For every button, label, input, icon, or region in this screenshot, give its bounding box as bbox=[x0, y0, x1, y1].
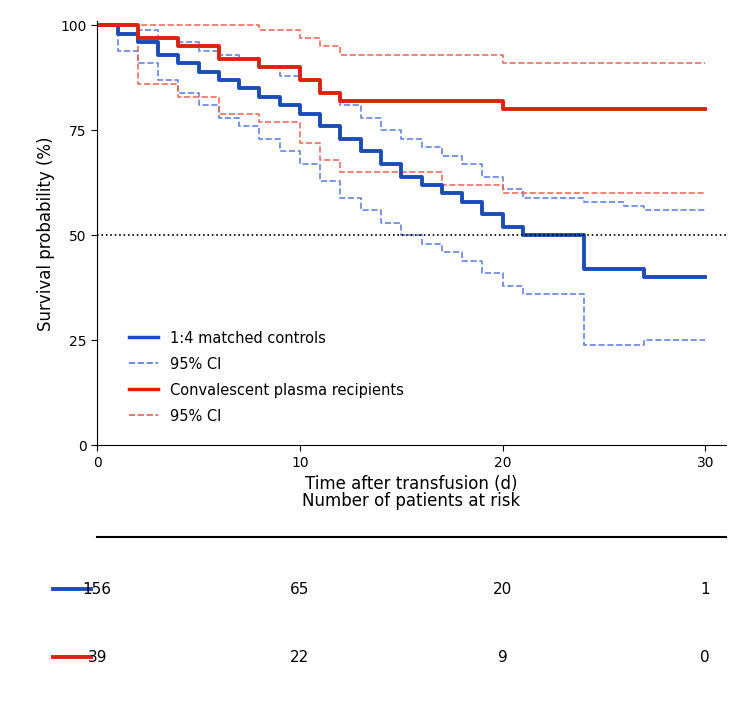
Text: 65: 65 bbox=[290, 582, 310, 597]
Text: 22: 22 bbox=[290, 650, 310, 665]
Legend: 1:4 matched controls, 95% CI, Convalescent plasma recipients, 95% CI: 1:4 matched controls, 95% CI, Convalesce… bbox=[123, 325, 410, 430]
X-axis label: Time after transfusion (d): Time after transfusion (d) bbox=[305, 475, 518, 493]
Text: 1: 1 bbox=[700, 582, 710, 597]
Y-axis label: Survival probability (%): Survival probability (%) bbox=[37, 136, 55, 331]
Text: 156: 156 bbox=[83, 582, 111, 597]
Text: Number of patients at risk: Number of patients at risk bbox=[302, 492, 521, 510]
Text: 39: 39 bbox=[88, 650, 107, 665]
Text: 20: 20 bbox=[493, 582, 512, 597]
Text: 0: 0 bbox=[700, 650, 710, 665]
Text: 9: 9 bbox=[497, 650, 507, 665]
